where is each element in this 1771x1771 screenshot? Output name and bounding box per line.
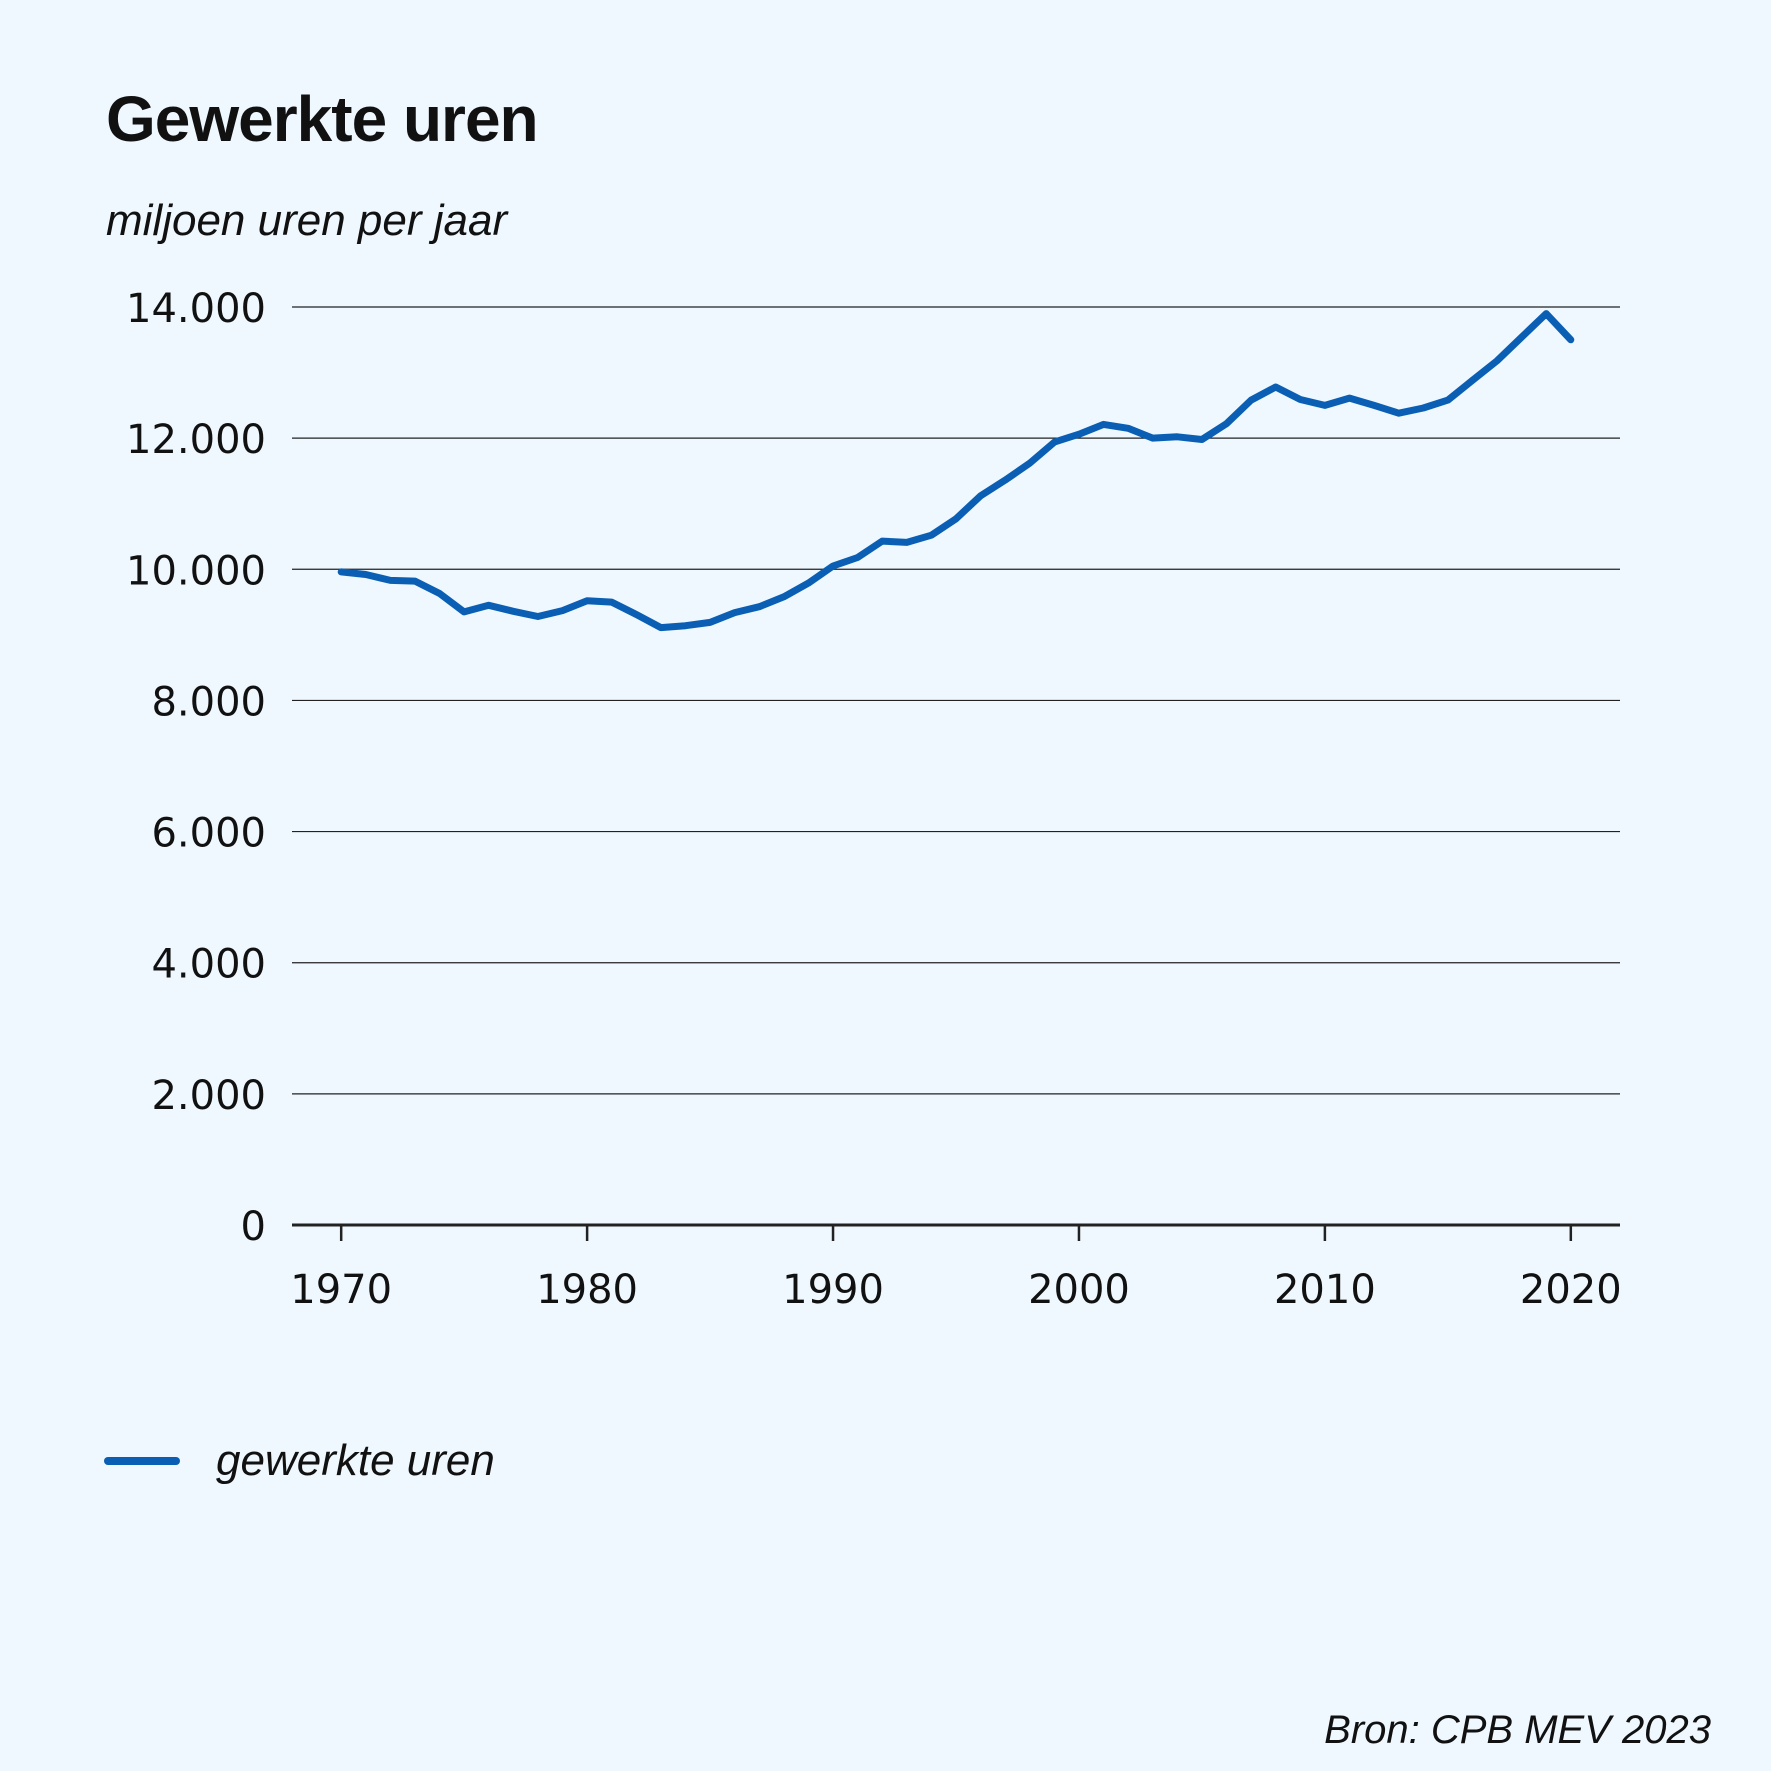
y-tick-label: 6.000 xyxy=(151,811,266,857)
legend-label: gewerkte uren xyxy=(216,1436,495,1485)
source-note: Bron: CPB MEV 2023 xyxy=(1324,1708,1711,1752)
legend-swatch xyxy=(104,1457,180,1465)
x-tick-label: 2020 xyxy=(1520,1267,1622,1313)
x-tick-labels: 1970 1980 1990 2000 2010 2020 xyxy=(290,1267,1621,1313)
chart-title: Gewerkte uren xyxy=(106,83,539,155)
y-tick-label: 2.000 xyxy=(151,1073,266,1119)
series-line-gewerkte-uren xyxy=(337,310,1575,632)
x-tick-label: 2000 xyxy=(1028,1267,1130,1313)
legend: gewerkte uren xyxy=(104,1436,495,1486)
x-tick-label: 1970 xyxy=(290,1267,392,1313)
gridlines xyxy=(292,306,1620,1241)
x-tick-label: 1980 xyxy=(536,1267,638,1313)
y-tick-label: 4.000 xyxy=(151,942,266,988)
x-tick-label: 2010 xyxy=(1274,1267,1376,1313)
y-tick-label: 10.000 xyxy=(126,548,266,594)
y-tick-label: 12.000 xyxy=(126,417,266,463)
y-tick-label: 14.000 xyxy=(126,286,266,332)
y-tick-labels: 0 2.000 4.000 6.000 8.000 10.000 12.000 14.000 xyxy=(126,286,266,1250)
x-tick-label: 1990 xyxy=(782,1267,884,1313)
y-tick-label: 0 xyxy=(241,1204,266,1250)
y-axis-unit-label: miljoen uren per jaar xyxy=(106,196,508,245)
y-tick-label: 8.000 xyxy=(151,679,266,725)
series-layer xyxy=(337,310,1575,632)
